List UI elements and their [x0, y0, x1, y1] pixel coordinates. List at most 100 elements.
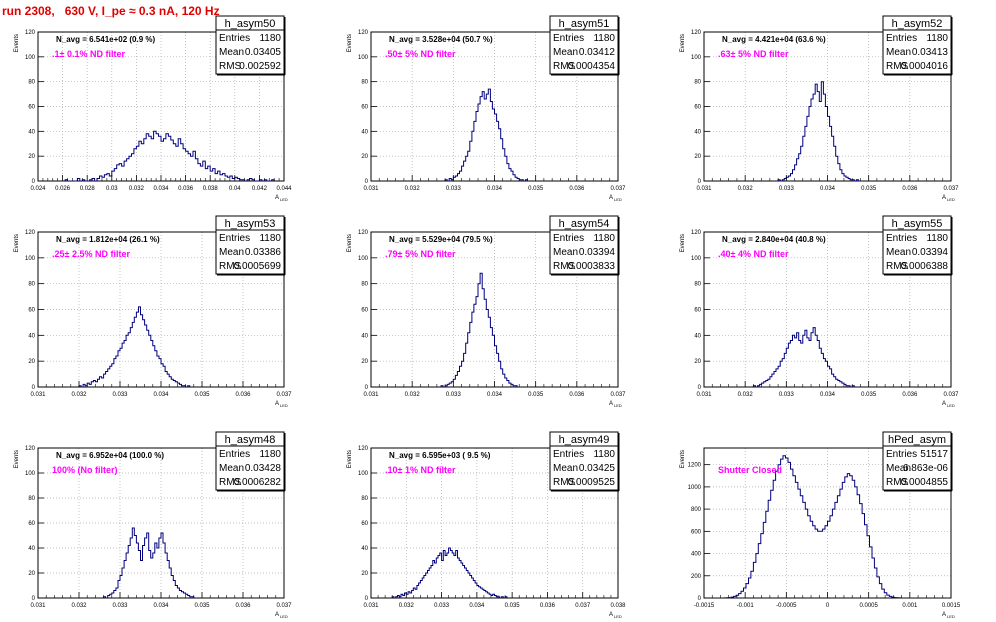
x-tick-label: 0.042	[252, 186, 268, 192]
x-tick-label: 0.036	[569, 186, 585, 192]
filter-note: .10± 1% ND filter	[385, 465, 456, 475]
stats-box	[549, 229, 619, 275]
stats-rms-value: 0.0004354	[568, 61, 616, 72]
x-axis-title-sub: LED	[280, 403, 288, 408]
stats-entries-value: 1180	[926, 33, 948, 44]
navg-label: N_avg = 6.595e+03 ( 9.5 %)	[389, 451, 491, 460]
stats-mean-label: Mean	[886, 247, 911, 258]
x-tick-label: 0.034	[153, 392, 169, 398]
y-tick-label: 800	[691, 507, 702, 513]
histogram-line	[391, 547, 508, 598]
x-tick-label: 0.036	[235, 603, 251, 609]
stats-box	[215, 445, 285, 491]
stats-rms-label: RMS	[553, 61, 576, 72]
stats-mean-label: Mean	[886, 463, 911, 474]
y-tick-label: 40	[694, 129, 701, 135]
x-tick-label: 0.026	[55, 186, 71, 192]
x-tick-label: 0.034	[487, 186, 503, 192]
histogram-panel-h_asym52: 0.031 0.032 0.033 0.034 0.035 0.036 0.037 0 20 40…	[680, 15, 959, 202]
stats-rms-value: 0.0006388	[901, 261, 949, 272]
y-tick-label: 20	[28, 154, 35, 160]
stats-title: hPed_asym	[888, 434, 946, 446]
x-tick-label: 0.033	[112, 392, 128, 398]
y-axis-title: Events	[680, 450, 686, 468]
stats-mean-value: 0.03394	[912, 247, 949, 258]
x-tick-label: 0.0005	[859, 603, 878, 609]
x-tick-label: 0.033	[446, 186, 462, 192]
y-tick-label: 0	[365, 596, 369, 602]
stats-box	[882, 29, 952, 75]
histogram-panel-h_asym48: 0.031 0.032 0.033 0.034 0.035 0.036 0.037 0 20 40…	[14, 431, 292, 619]
y-axis-title: Events	[680, 34, 686, 52]
stats-rms-label: RMS	[886, 261, 909, 272]
x-tick-label: 0.037	[575, 603, 591, 609]
x-tick-label: 0.035	[505, 603, 521, 609]
stats-rms-value: 0.0005699	[234, 261, 282, 272]
y-tick-label: 60	[28, 308, 35, 314]
stats-rms-value: 0.0006282	[234, 477, 282, 488]
x-tick-label: 0.024	[30, 186, 46, 192]
x-tick-label: 0.033	[446, 392, 462, 398]
histogram-panel-h_asym55: 0.031 0.032 0.033 0.034 0.035 0.036 0.037 0 20 40…	[680, 215, 959, 408]
x-tick-label: 0.036	[569, 392, 585, 398]
x-tick-label: 0.037	[943, 186, 959, 192]
y-tick-label: 60	[28, 105, 35, 111]
stats-box	[882, 445, 952, 491]
x-tick-label: -0.0005	[776, 603, 797, 609]
histogram-panel-h_asym51: 0.031 0.032 0.033 0.034 0.035 0.036 0.037 0 20 40…	[347, 15, 626, 202]
y-axis-title: Events	[347, 34, 353, 52]
x-tick-label: 0.032	[738, 186, 754, 192]
y-tick-label: 60	[361, 308, 368, 314]
y-tick-label: 80	[28, 80, 35, 86]
stats-entries-label: Entries	[553, 233, 584, 244]
histogram-panel-h_asym49: 0.031 0.032 0.033 0.034 0.035 0.036 0.037 0.038…	[347, 431, 626, 619]
x-tick-label: 0.035	[528, 392, 544, 398]
stats-rms-label: RMS	[886, 477, 909, 488]
x-tick-label: 0.037	[276, 603, 292, 609]
x-tick-label: 0.036	[902, 186, 918, 192]
x-tick-label: 0.028	[80, 186, 96, 192]
filter-note: .1± 0.1% ND filter	[52, 49, 125, 59]
filter-note: .63± 5% ND filter	[718, 49, 789, 59]
y-axis-title: Events	[14, 234, 20, 252]
y-tick-label: 120	[358, 30, 369, 36]
histogram-line	[78, 306, 191, 387]
stats-entries-label: Entries	[886, 449, 917, 460]
histogram-line	[777, 81, 861, 181]
x-axis-title-sub: LED	[280, 614, 288, 619]
navg-label: N_avg = 3.528e+04 (50.7 %)	[389, 35, 493, 44]
stats-entries-label: Entries	[553, 33, 584, 44]
y-tick-label: 0	[698, 596, 702, 602]
x-axis-title: A	[275, 195, 279, 201]
stats-entries-label: Entries	[886, 233, 917, 244]
stats-rms-value: 0.0009525	[568, 477, 616, 488]
x-tick-label: 0.036	[540, 603, 556, 609]
navg-label: N_avg = 6.541e+02 (0.9 %)	[56, 35, 156, 44]
histogram-line	[64, 130, 275, 181]
y-axis-title: Events	[347, 450, 353, 468]
navg-label: N_avg = 2.840e+04 (40.8 %)	[722, 235, 826, 244]
x-tick-label: 0.032	[405, 186, 421, 192]
y-tick-label: 100	[25, 256, 36, 262]
x-tick-label: 0.031	[696, 186, 712, 192]
x-tick-label: 0.031	[30, 392, 46, 398]
y-tick-label: 400	[691, 552, 702, 558]
stats-mean-value: 0.03412	[579, 47, 616, 58]
x-tick-label: 0.031	[363, 603, 379, 609]
y-tick-label: 60	[361, 521, 368, 527]
navg-label: N_avg = 5.529e+04 (79.5 %)	[389, 235, 493, 244]
stats-box	[549, 445, 619, 491]
y-tick-label: 100	[358, 471, 369, 477]
y-tick-label: 120	[25, 30, 36, 36]
y-tick-label: 80	[694, 282, 701, 288]
histogram-panel-h_asym53: 0.031 0.032 0.033 0.034 0.035 0.036 0.037 0 20 40…	[14, 215, 292, 408]
stats-entries-label: Entries	[219, 33, 250, 44]
y-tick-label: 40	[361, 546, 368, 552]
histogram-line	[440, 272, 520, 387]
stats-entries-value: 1180	[926, 233, 948, 244]
y-tick-label: 60	[361, 105, 368, 111]
x-tick-label: 0.036	[902, 392, 918, 398]
x-tick-label: 0.032	[71, 392, 87, 398]
x-tick-label: 0.037	[610, 392, 626, 398]
x-tick-label: 0.04	[229, 186, 241, 192]
